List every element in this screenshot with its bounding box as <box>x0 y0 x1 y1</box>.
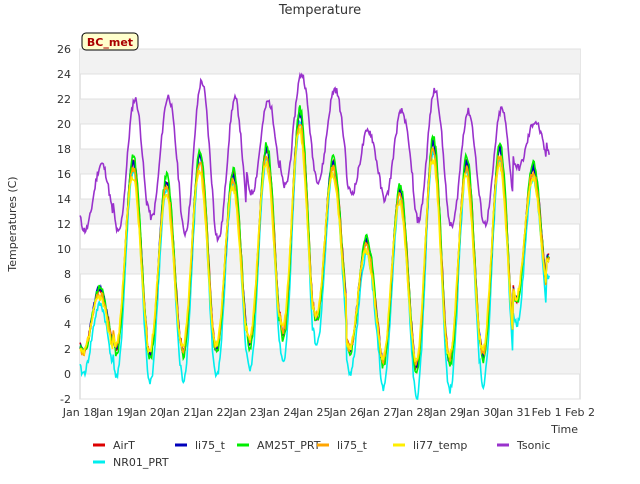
y-tick-label: 26 <box>57 43 71 56</box>
x-tick-label: Jan 28 <box>395 406 430 419</box>
y-tick-label: 10 <box>57 243 71 256</box>
y-tick-label: 18 <box>57 143 71 156</box>
x-tick-label: Jan 24 <box>262 406 297 419</box>
y-axis-label: Temperatures (C) <box>6 176 19 272</box>
legend-label: li75_t <box>195 439 226 452</box>
legend-label: Tsonic <box>516 439 550 452</box>
chart-title: Temperature <box>278 3 361 18</box>
x-tick-label: Jan 30 <box>462 406 497 419</box>
legend-label: AM25T_PRT <box>257 439 321 452</box>
x-tick-label: Jan 18 <box>62 406 97 419</box>
plot-band <box>80 299 580 324</box>
legend-label: NR01_PRT <box>113 456 169 469</box>
series-lines <box>79 71 550 400</box>
x-axis-label: Time <box>550 423 578 436</box>
x-tick-label: Jan 21 <box>162 406 197 419</box>
y-tick-label: 2 <box>64 343 71 356</box>
plot-band <box>80 349 580 374</box>
y-tick-label: 8 <box>64 268 71 281</box>
x-tick-label: Jan 19 <box>95 406 130 419</box>
x-tick-label: Feb 2 <box>565 406 595 419</box>
y-tick-label: -2 <box>60 393 71 406</box>
y-tick-label: 24 <box>57 68 71 81</box>
x-tick-label: Jan 31 <box>495 406 530 419</box>
legend: AirT li75_t AM25T_PRT li75_t li77_temp Tsonic… <box>93 439 550 469</box>
y-tick-label: 22 <box>57 93 71 106</box>
y-tick-label: 20 <box>57 118 71 131</box>
x-tick-label: Jan 23 <box>228 406 263 419</box>
plot-band <box>80 249 580 274</box>
y-tick-label: 16 <box>57 168 71 181</box>
x-tick-label: Jan 25 <box>295 406 330 419</box>
y-tick-label: 12 <box>57 218 71 231</box>
plot-band <box>80 49 580 74</box>
y-tick-label: 6 <box>64 293 71 306</box>
y-tick-label: 0 <box>64 368 71 381</box>
legend-label: AirT <box>113 439 135 452</box>
x-tick-label: Jan 20 <box>128 406 163 419</box>
legend-label: li75_t <box>337 439 368 452</box>
annotation-label: BC_met <box>87 36 133 49</box>
x-tick-label: Jan 29 <box>428 406 463 419</box>
x-tick-label: Jan 26 <box>328 406 363 419</box>
series-line-tsonic <box>79 71 550 244</box>
x-tick-label: Jan 22 <box>195 406 230 419</box>
legend-label: li77_temp <box>413 439 467 452</box>
y-tick-label: 4 <box>64 318 71 331</box>
x-tick-label: Feb 1 <box>532 406 562 419</box>
y-tick-label: 14 <box>57 193 71 206</box>
annotation-box: BC_met <box>81 32 139 51</box>
x-tick-label: Jan 27 <box>362 406 397 419</box>
series-line-li77_temp <box>79 127 550 362</box>
